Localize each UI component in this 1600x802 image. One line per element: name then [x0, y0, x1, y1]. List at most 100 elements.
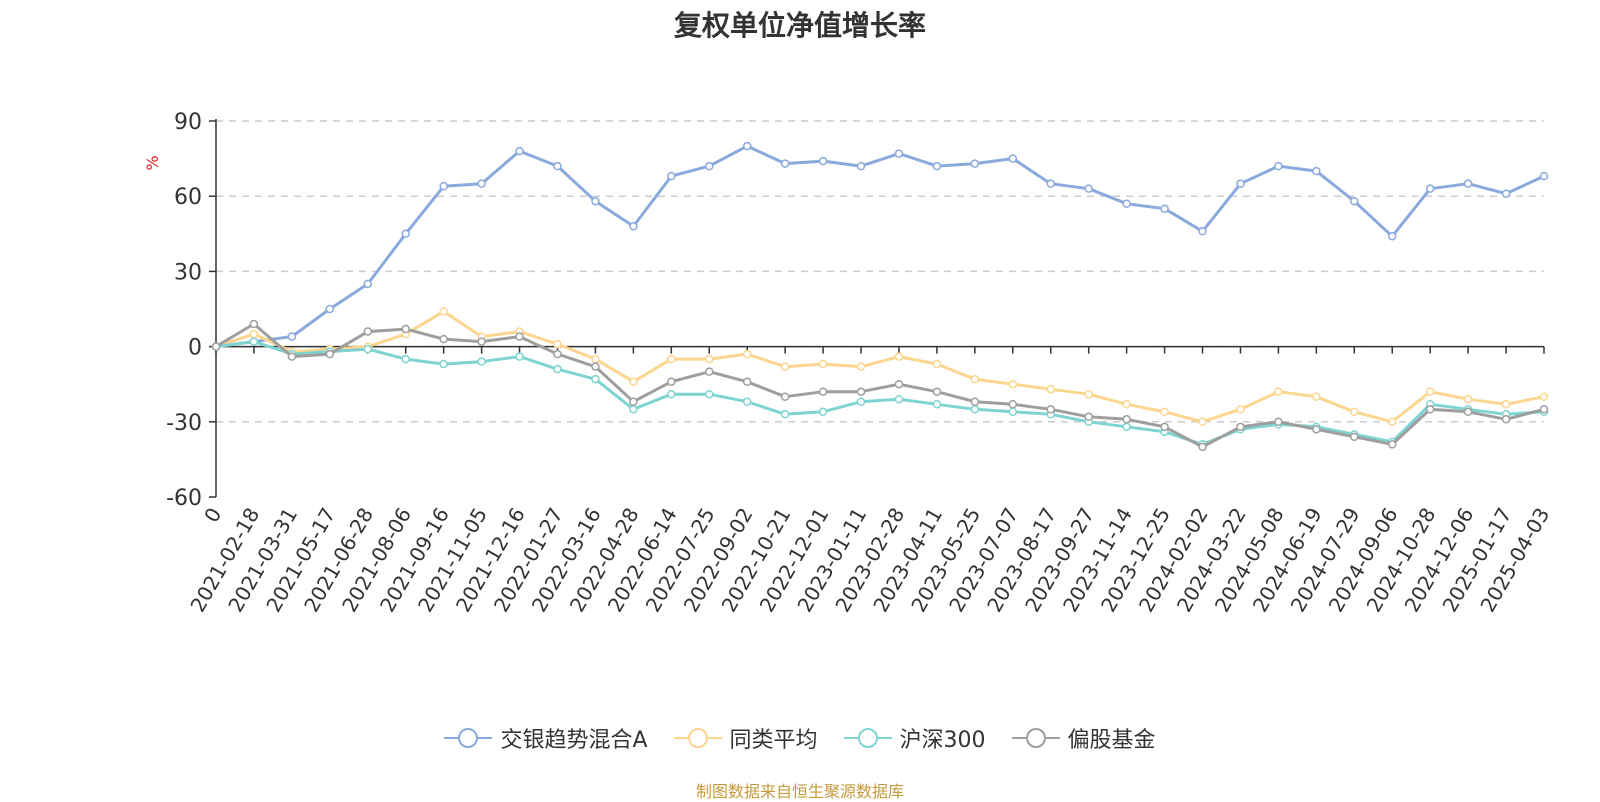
- data-point: [1539, 171, 1549, 181]
- data-point: [856, 397, 866, 406]
- data-point: [856, 161, 866, 171]
- data-point: [932, 161, 942, 171]
- data-point: [780, 362, 790, 371]
- data-point: [629, 377, 638, 386]
- legend-item-peer-average[interactable]: 同类平均: [673, 722, 818, 754]
- data-point: [1463, 179, 1473, 188]
- legend-label-peer-average: 同类平均: [729, 728, 818, 753]
- data-point: [818, 359, 828, 369]
- data-point: [439, 181, 448, 191]
- data-point: [1046, 405, 1055, 414]
- legend-marker-csi300: [843, 728, 892, 748]
- y-tick-label: 0: [188, 336, 202, 361]
- y-tick-label: 90: [174, 110, 202, 135]
- data-point: [1198, 227, 1207, 236]
- data-point: [1236, 405, 1245, 414]
- data-point: [1274, 387, 1283, 396]
- data-point: [742, 141, 752, 151]
- data-point: [591, 196, 600, 206]
- data-point: [780, 392, 790, 401]
- legend-item-fund[interactable]: 交银趋势混合A: [444, 722, 648, 754]
- data-point: [1463, 407, 1473, 417]
- data-point: [1350, 196, 1359, 206]
- data-point: [325, 349, 335, 359]
- data-point: [856, 362, 866, 371]
- data-point: [894, 352, 904, 361]
- data-point: [932, 387, 942, 396]
- data-point: [1008, 379, 1018, 389]
- data-point: [1539, 392, 1549, 401]
- data-point: [591, 354, 600, 364]
- data-point: [667, 354, 676, 364]
- data-point: [629, 405, 638, 414]
- data-point: [553, 349, 562, 359]
- data-point: [1046, 384, 1055, 394]
- data-point: [705, 161, 714, 171]
- data-point: [1236, 422, 1245, 432]
- data-point: [439, 307, 448, 316]
- legend-item-equity-fund[interactable]: 偏股基金: [1011, 722, 1156, 754]
- data-point: [667, 171, 676, 181]
- data-point: [894, 394, 904, 404]
- data-point: [705, 354, 714, 364]
- data-point: [667, 377, 676, 386]
- data-point: [477, 357, 486, 366]
- data-point: [249, 329, 259, 339]
- data-point: [401, 229, 410, 239]
- data-point: [894, 379, 904, 389]
- data-point: [705, 389, 714, 399]
- y-tick-label: -30: [166, 411, 202, 436]
- data-point: [477, 179, 486, 188]
- data-point: [1160, 422, 1169, 432]
- data-point: [1539, 405, 1549, 414]
- data-point: [970, 159, 980, 168]
- y-tick-label: 30: [174, 260, 202, 285]
- data-point: [629, 397, 638, 406]
- data-point: [1274, 161, 1283, 171]
- data-point: [1425, 184, 1435, 193]
- data-point: [363, 279, 373, 289]
- y-tick-label: -60: [166, 486, 202, 511]
- data-point: [1122, 199, 1131, 208]
- data-point: [818, 156, 828, 166]
- data-point: [439, 334, 448, 344]
- data-point: [1312, 166, 1321, 176]
- data-point: [667, 389, 676, 399]
- legend-marker-fund: [444, 728, 493, 748]
- data-point: [894, 149, 904, 158]
- data-point: [325, 304, 335, 314]
- data-point: [1274, 417, 1283, 427]
- data-point: [1008, 400, 1018, 409]
- data-point: [1122, 422, 1131, 432]
- legend-marker-equity-fund: [1011, 728, 1060, 748]
- data-point: [1160, 407, 1169, 417]
- data-point: [515, 332, 524, 341]
- data-point: [1425, 387, 1435, 396]
- data-point: [1084, 184, 1093, 193]
- data-point: [249, 319, 259, 329]
- data-point: [932, 400, 942, 409]
- y-axis-label: %: [143, 155, 162, 170]
- data-point: [1312, 425, 1321, 434]
- data-point: [629, 222, 638, 231]
- data-point: [856, 387, 866, 396]
- data-point: [249, 337, 259, 346]
- data-point: [1198, 442, 1207, 452]
- data-point: [970, 397, 980, 406]
- data-point: [1463, 394, 1473, 404]
- data-point: [1122, 415, 1131, 424]
- legend-item-csi300[interactable]: 沪深300: [843, 722, 986, 754]
- data-point: [363, 327, 373, 336]
- series-line: [214, 310, 1546, 424]
- data-point: [780, 159, 790, 168]
- data-point: [1387, 440, 1397, 449]
- data-point: [515, 146, 524, 156]
- data-point: [1350, 432, 1359, 442]
- data-point: [1312, 392, 1321, 401]
- data-point: [1160, 204, 1169, 213]
- data-point: [363, 344, 373, 354]
- data-point: [1350, 407, 1359, 417]
- y-tick-label: 60: [174, 185, 202, 210]
- data-point: [591, 374, 600, 384]
